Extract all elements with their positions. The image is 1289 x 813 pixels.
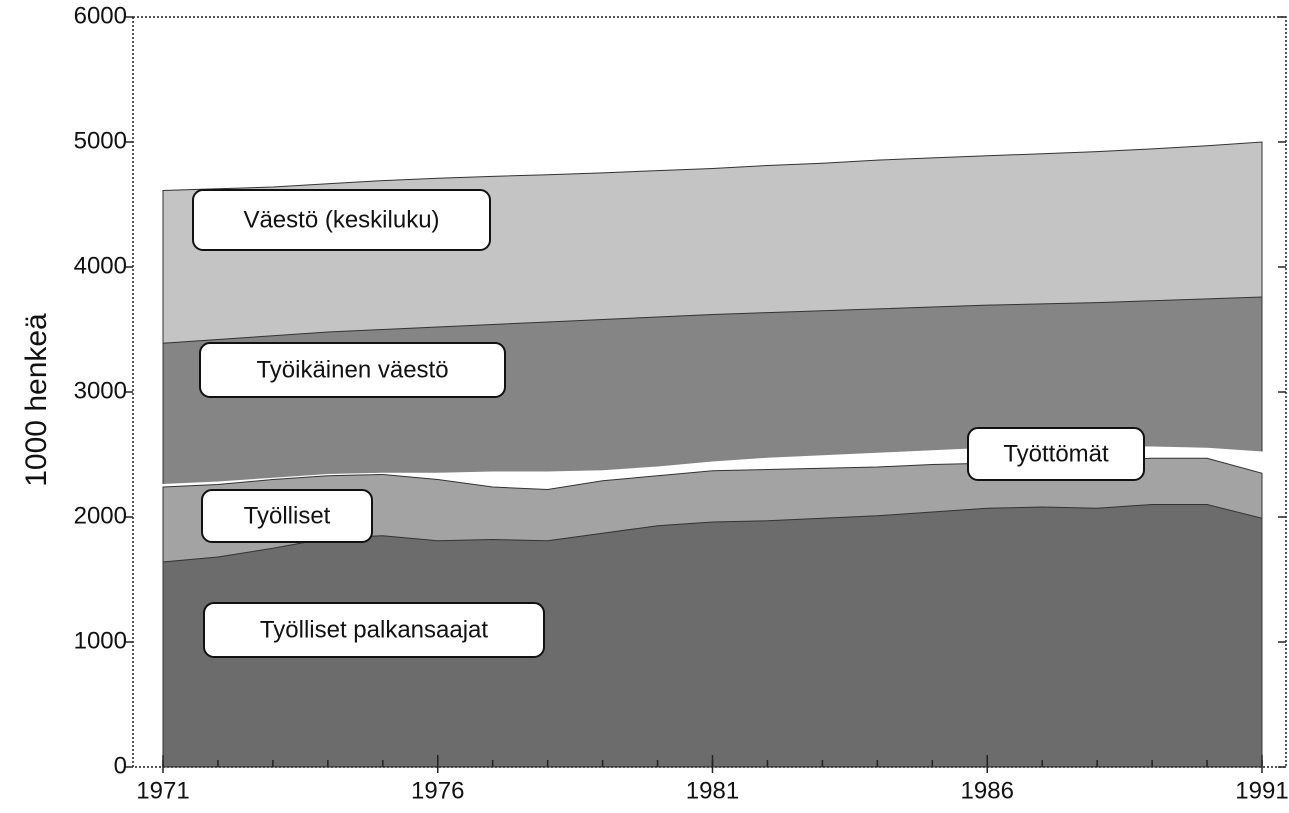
x-tick-label: 1971: [136, 777, 189, 804]
y-tick-label: 2000: [74, 502, 127, 529]
y-tick-label: 3000: [74, 377, 127, 404]
y-tick-label: 0: [114, 752, 127, 779]
y-tick-label: 6000: [74, 2, 127, 29]
y-tick-label: 5000: [74, 127, 127, 154]
series-label: Työlliset: [244, 502, 331, 529]
label-box: [192, 189, 491, 251]
label-box: [967, 427, 1145, 481]
label-box: [203, 602, 545, 658]
x-tick-label: 1981: [686, 777, 739, 804]
x-tick-label: 1991: [1235, 777, 1288, 804]
y-tick-label: 1000: [74, 627, 127, 654]
x-tick-label: 1986: [961, 777, 1014, 804]
label-box: [199, 342, 506, 398]
x-tick-label: 1976: [411, 777, 464, 804]
series-label: Työikäinen väestö: [256, 356, 448, 383]
label-box: [201, 489, 373, 543]
series-label: Väestö (keskiluku): [243, 206, 439, 233]
y-tick-label: 4000: [74, 252, 127, 279]
series-label: Työlliset palkansaajat: [260, 616, 488, 643]
y-axis-label: 1000 henkeä: [20, 313, 53, 487]
series-label: Työttömät: [1003, 440, 1109, 467]
